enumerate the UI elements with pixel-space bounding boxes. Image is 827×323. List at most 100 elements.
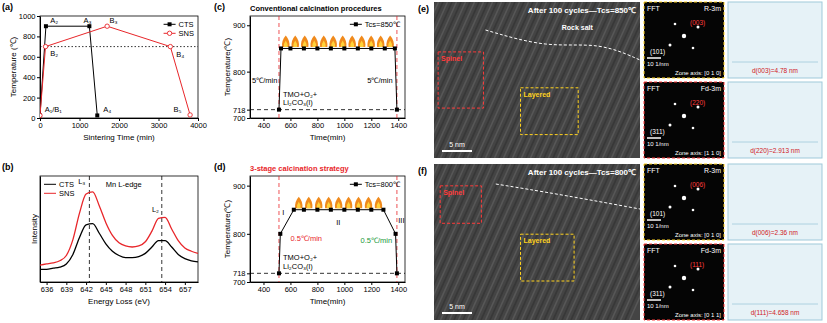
x-axis: 400600800100012001400 — [251, 118, 408, 130]
annotation: I — [282, 208, 284, 217]
annotation: 5℃/min — [252, 76, 277, 85]
legend-marker — [168, 22, 172, 26]
spot-label: (220) — [690, 99, 705, 107]
fft-title: FFT — [647, 85, 661, 92]
d-spacing: d(006)=2.36 nm — [752, 229, 798, 237]
lattice-fringe — [621, 164, 641, 320]
tick-mark — [247, 234, 250, 235]
panel-label: (c) — [214, 2, 225, 12]
tick: 1000 — [19, 12, 40, 21]
line-profile — [728, 164, 822, 240]
profile-baseline — [732, 224, 818, 225]
tick-label: 1400 — [390, 285, 407, 294]
panel: 400600800100012001400700718800900Time(mi… — [214, 162, 407, 306]
tick: 600 — [285, 118, 298, 130]
fft-phase: Fd-3m — [701, 247, 721, 254]
axis-line — [250, 177, 251, 283]
annotation: II — [336, 218, 340, 227]
tem-image — [434, 164, 640, 320]
flame — [375, 197, 383, 209]
plot-frame — [40, 176, 198, 282]
tick-mark — [37, 57, 40, 58]
tick-mark — [247, 282, 250, 283]
tick: 2000 — [111, 118, 128, 130]
tick-label: 1000 — [19, 12, 36, 21]
panel: 636639642645648651654657Energy Loss (eV)… — [2, 162, 199, 306]
tick: 639 — [61, 282, 74, 294]
flame — [348, 35, 356, 47]
tick-label: 648 — [120, 285, 133, 294]
y-axis-title: Temperature (℃) — [9, 36, 18, 97]
fft-spot — [674, 23, 677, 26]
marker — [393, 46, 397, 50]
reference-line — [250, 109, 405, 110]
phase-boundary — [486, 30, 641, 60]
tick: 1000 — [337, 118, 354, 130]
series-line — [40, 224, 198, 270]
flame — [320, 35, 327, 47]
zone-axis: Zone axis: [0 1 0] — [675, 70, 721, 76]
lattice-fringe — [598, 2, 640, 158]
panel-label: (f) — [418, 166, 427, 176]
annotation: A₃ — [83, 16, 91, 25]
tick-label: 0 — [38, 121, 42, 130]
lattice-fringe — [598, 164, 640, 320]
x-axis-title: Sintering Time (min) — [83, 133, 155, 142]
scale-bar — [442, 312, 472, 314]
profile-baseline — [732, 304, 818, 305]
fft-spot — [692, 289, 695, 292]
flame — [367, 35, 375, 47]
figure: 0100020003000400002004006008001000Sinter… — [0, 0, 827, 323]
tick: 600 — [285, 282, 298, 294]
tick: 400 — [258, 118, 271, 130]
legend-marker — [167, 31, 171, 35]
lattice-fringe — [625, 2, 640, 158]
scale-bar — [442, 150, 472, 152]
tick-mark — [247, 72, 250, 73]
tick-mark — [247, 186, 250, 187]
fft-phase: R-3m — [704, 5, 721, 12]
flame — [301, 35, 309, 47]
tick-label: 1200 — [363, 285, 380, 294]
region-box — [440, 186, 481, 223]
marker — [277, 271, 281, 275]
tem-image — [434, 2, 640, 158]
plot-frame — [40, 16, 198, 118]
tick-label: 636 — [41, 285, 54, 294]
legend-label: Tcs=800℃ — [365, 180, 401, 189]
annotation: L₃ — [78, 177, 85, 186]
tick-label: 1200 — [363, 121, 380, 130]
flame — [329, 35, 336, 47]
fft-spot — [674, 103, 677, 106]
series-line — [40, 26, 190, 115]
marker — [315, 208, 319, 212]
fft-spot — [669, 44, 672, 47]
y-axis: 700718800900 — [233, 177, 251, 287]
tick-mark — [247, 273, 250, 274]
y-axis — [40, 177, 41, 283]
annotation: A₄ — [103, 105, 111, 114]
panel-label: (a) — [2, 2, 13, 12]
flame — [339, 35, 347, 47]
legend-swatch — [44, 193, 56, 194]
annotation: L₂ — [152, 205, 159, 214]
plot-frame — [250, 176, 405, 282]
tick: 642 — [80, 282, 93, 294]
series-line — [40, 192, 198, 265]
lattice-fringe — [571, 164, 640, 320]
phase-boundary — [496, 184, 640, 209]
fft-spot — [669, 286, 672, 289]
tick-label: 800 — [233, 230, 246, 239]
legend-entry: CTS — [44, 180, 74, 189]
flame — [365, 197, 373, 209]
marker — [381, 208, 385, 212]
fft-spot — [674, 185, 677, 188]
legend: Tcs=850℃ — [350, 20, 401, 29]
tick-label: 800 — [312, 121, 325, 130]
tick: 700 — [233, 114, 250, 123]
annotation: Mn L-edge — [106, 180, 142, 189]
d-spacing: d(220)=2.913 nm — [750, 147, 800, 155]
x-axis-title: Time(min) — [310, 133, 346, 142]
y-axis-title: Temperature(℃) — [223, 200, 232, 259]
fft-phase: R-3m — [704, 167, 721, 174]
